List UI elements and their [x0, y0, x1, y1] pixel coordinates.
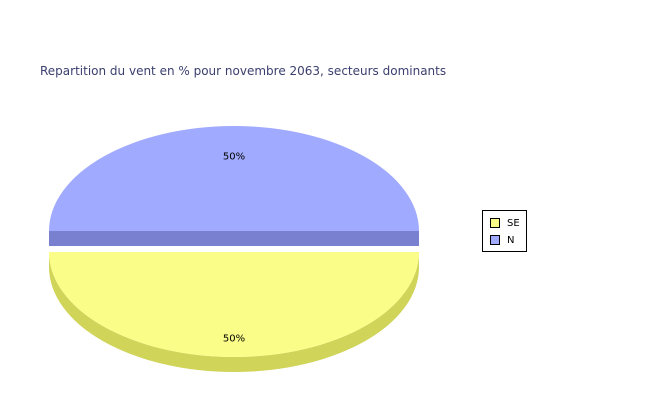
legend-swatch-n: [490, 235, 500, 245]
legend-label-n: N: [507, 234, 515, 246]
legend-item-se: SE: [490, 217, 520, 229]
legend-item-n: N: [490, 234, 514, 246]
pie-faces: [49, 126, 419, 357]
slice-side-n: [49, 231, 419, 246]
slice-se: [49, 252, 419, 357]
pie-sides: [49, 231, 419, 372]
legend-swatch-se: [490, 218, 500, 228]
slice-label-n: 50%: [223, 152, 245, 163]
slice-n: [49, 126, 419, 231]
legend-label-se: SE: [507, 217, 520, 229]
slice-label-se: 50%: [223, 333, 245, 344]
legend: SE N: [482, 210, 527, 252]
chart-title: Repartition du vent en % pour novembre 2…: [40, 64, 447, 78]
